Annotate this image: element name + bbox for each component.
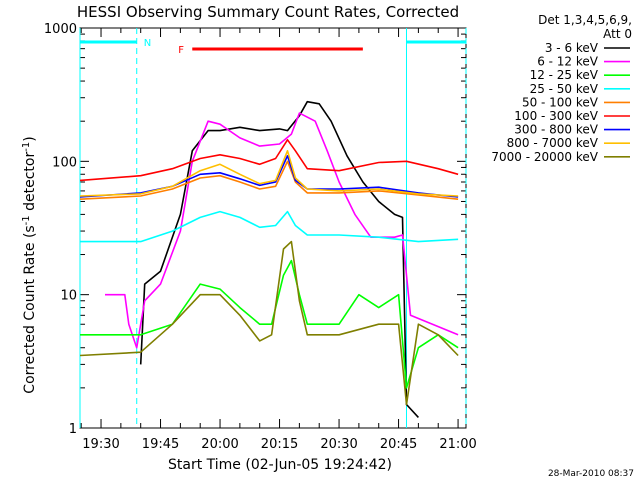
y-axis-label-sup1: -1 [21, 215, 32, 225]
y-tick-label: 1000 [44, 22, 77, 37]
x-tick-label: 21:00 [439, 437, 476, 452]
legend-entry-label: 50 - 100 keV [522, 95, 599, 109]
legend-entry-label: 12 - 25 keV [530, 68, 599, 82]
series-line-7 [80, 150, 459, 197]
x-axis-label: Start Time (02-Jun-05 19:24:42) [168, 457, 392, 473]
legend-header-line2: Att 0 [603, 27, 632, 41]
plot-frame [79, 27, 467, 429]
legend-entry-label: 300 - 800 keV [514, 123, 598, 137]
series-line-6 [80, 155, 459, 198]
legend-entry-label: 100 - 300 keV [514, 109, 598, 123]
chart-title: HESSI Observing Summary Count Rates, Cor… [77, 3, 459, 21]
legend-entry-label: 800 - 7000 keV [507, 136, 599, 150]
series-line-0 [139, 100, 419, 418]
series-line-5 [80, 139, 459, 182]
legend-entry-label: 6 - 12 keV [537, 55, 599, 69]
x-tick-label: 19:30 [82, 437, 119, 452]
y-axis-label-sup2: -1 [21, 142, 32, 152]
y-axis-label-mid: detector [22, 152, 38, 216]
legend-header-line1: Det 1,3,4,5,6,9, [538, 13, 632, 27]
legend-entry-label: 25 - 50 keV [530, 82, 599, 96]
x-tick-label: 20:30 [320, 437, 357, 452]
y-tick-label: 10 [60, 289, 77, 304]
night-flag-label: N [144, 38, 151, 49]
legend-entry-label: 7000 - 20000 keV [491, 150, 598, 164]
y-tick-label: 100 [52, 155, 77, 170]
x-tick-label: 20:15 [261, 437, 298, 452]
x-tick-label: 20:45 [380, 437, 417, 452]
x-tick-label: 20:00 [201, 437, 238, 452]
y-tick-label: 1 [69, 422, 77, 437]
y-axis-label-main: Corrected Count Rate (s [22, 225, 38, 393]
series-line-2 [80, 259, 459, 389]
plot-area: 1 10 100 1000 19:30 19:45 20:00 20:15 20:30 20:45… [44, 22, 477, 452]
flare-flag-label: F [178, 45, 184, 56]
y-axis-label: Corrected Count Rate (s-1 detector-1) [21, 136, 38, 393]
footer-date: 28-Mar-2010 08:37 [548, 469, 634, 479]
x-tick-label: 19:45 [142, 437, 179, 452]
y-axis-label-end: ) [22, 136, 38, 141]
series-line-4 [80, 160, 459, 200]
series-line-3 [80, 210, 459, 243]
series-line-8 [80, 240, 459, 406]
legend-entry-label: 3 - 6 keV [545, 41, 599, 55]
